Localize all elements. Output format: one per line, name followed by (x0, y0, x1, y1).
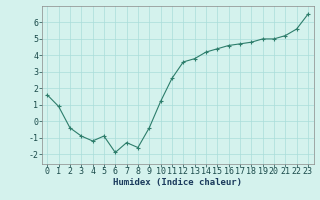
X-axis label: Humidex (Indice chaleur): Humidex (Indice chaleur) (113, 178, 242, 187)
